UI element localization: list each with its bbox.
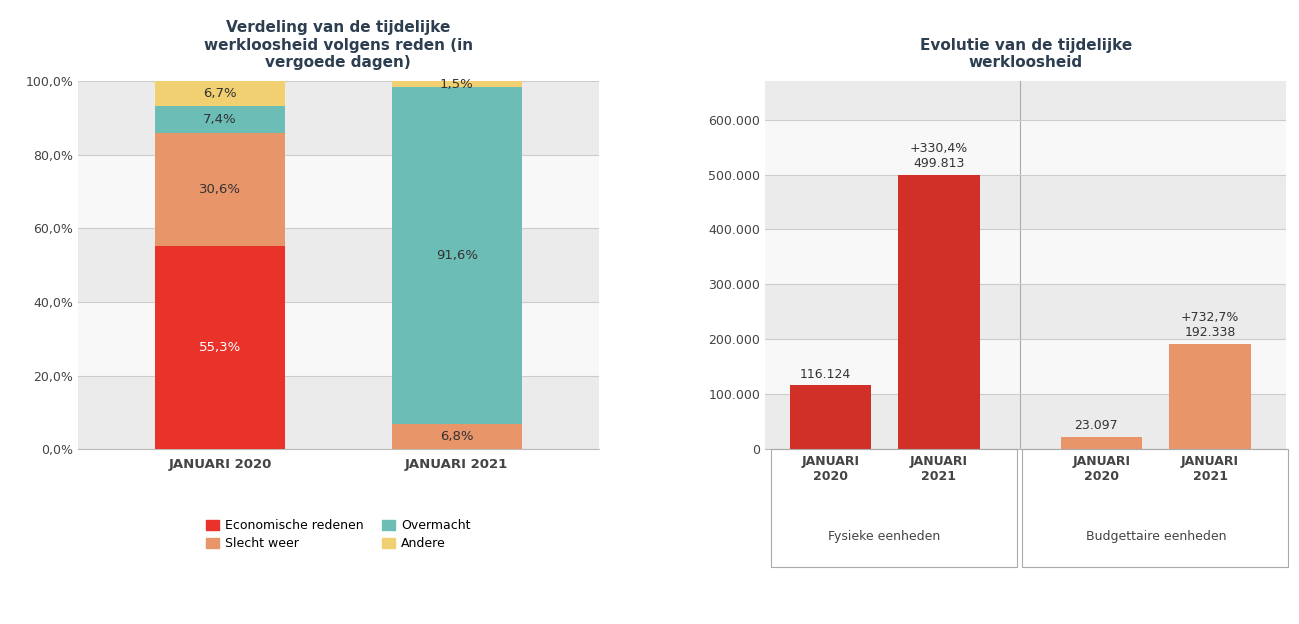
Text: 1,5%: 1,5%: [440, 78, 474, 90]
Text: +732,7%
192.338: +732,7% 192.338: [1181, 311, 1239, 339]
Bar: [790, 386, 872, 449]
Bar: [78, 155, 599, 228]
Bar: [78, 228, 599, 302]
Legend: Economische redenen, Slecht weer, Overmacht, Andere: Economische redenen, Slecht weer, Overma…: [201, 514, 475, 555]
Text: 23.097: 23.097: [1074, 419, 1118, 432]
Bar: [155, 246, 284, 449]
Bar: [765, 65, 1286, 120]
Bar: [765, 394, 1286, 449]
Bar: [1169, 344, 1251, 449]
Title: Verdeling van de tijdelijke
werkloosheid volgens reden (in
vergoede dagen): Verdeling van de tijdelijke werkloosheid…: [204, 21, 473, 71]
Text: Fysieke eenheden: Fysieke eenheden: [829, 530, 940, 544]
Text: 91,6%: 91,6%: [435, 249, 478, 262]
Text: Budgettaire eenheden: Budgettaire eenheden: [1086, 530, 1226, 544]
Text: 7,4%: 7,4%: [203, 113, 236, 126]
Bar: [155, 133, 284, 246]
Text: 30,6%: 30,6%: [199, 183, 240, 196]
Bar: [898, 175, 979, 449]
Text: 55,3%: 55,3%: [199, 341, 242, 354]
Bar: [155, 81, 284, 106]
Bar: [765, 285, 1286, 339]
Bar: [770, 449, 1017, 567]
Text: 6,8%: 6,8%: [440, 431, 473, 443]
Bar: [78, 7, 599, 81]
Text: +330,4%
499.813: +330,4% 499.813: [909, 142, 968, 170]
Bar: [765, 120, 1286, 175]
Bar: [78, 302, 599, 376]
Bar: [155, 106, 284, 133]
Text: 6,7%: 6,7%: [203, 87, 236, 100]
Bar: [78, 376, 599, 449]
Bar: [391, 82, 522, 87]
Bar: [765, 339, 1286, 394]
Bar: [765, 175, 1286, 230]
Bar: [1022, 449, 1289, 567]
Bar: [391, 87, 522, 424]
Bar: [391, 424, 522, 449]
Bar: [765, 230, 1286, 285]
Title: Evolutie van de tijdelijke
werkloosheid: Evolutie van de tijdelijke werkloosheid: [920, 38, 1131, 71]
Text: 116.124: 116.124: [799, 368, 851, 381]
Bar: [1061, 437, 1142, 449]
Bar: [78, 81, 599, 155]
